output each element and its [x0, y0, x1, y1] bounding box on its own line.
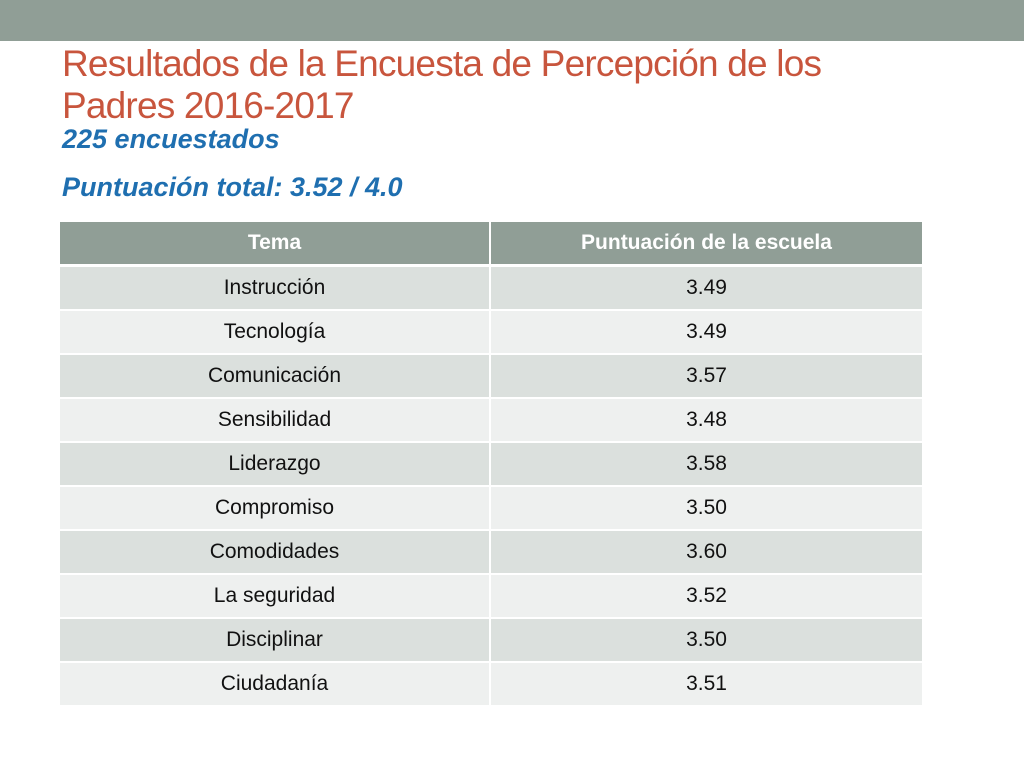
topic-cell: Comodidades	[60, 529, 490, 574]
score-cell: 3.58	[489, 441, 922, 486]
score-cell: 3.49	[489, 309, 922, 354]
header-school-score: Puntuación de la escuela	[489, 222, 922, 267]
slide-title: Resultados de la Encuesta de Percepción …	[62, 43, 822, 126]
score-cell: 3.50	[489, 485, 922, 530]
topic-cell: Ciudadanía	[60, 661, 490, 705]
table-row: Sensibilidad 3.48	[60, 397, 922, 442]
table-row: La seguridad 3.52	[60, 573, 922, 618]
score-cell: 3.48	[489, 397, 922, 442]
topic-cell: Tecnología	[60, 309, 490, 354]
topic-cell: Disciplinar	[60, 617, 490, 662]
topic-cell: Instrucción	[60, 264, 490, 310]
score-cell: 3.49	[489, 264, 922, 310]
score-cell: 3.52	[489, 573, 922, 618]
topic-cell: Comunicación	[60, 353, 490, 398]
table-row: Disciplinar 3.50	[60, 617, 922, 662]
table-row: Instrucción 3.49	[60, 264, 922, 310]
table-row: Comodidades 3.60	[60, 529, 922, 574]
table-row: Comunicación 3.57	[60, 353, 922, 398]
total-score: Puntuación total: 3.52 / 4.0	[62, 172, 403, 202]
table-header-row: Tema Puntuación de la escuela	[60, 222, 922, 267]
table-row: Ciudadanía 3.51	[60, 661, 922, 705]
score-cell: 3.57	[489, 353, 922, 398]
topic-cell: Compromiso	[60, 485, 490, 530]
score-cell: 3.60	[489, 529, 922, 574]
respondents-count: 225 encuestados	[62, 124, 280, 154]
top-decorative-band	[0, 0, 1024, 41]
table-row: Compromiso 3.50	[60, 485, 922, 530]
score-cell: 3.50	[489, 617, 922, 662]
score-cell: 3.51	[489, 661, 922, 705]
score-table: Tema Puntuación de la escuela Instrucció…	[60, 222, 922, 705]
topic-cell: La seguridad	[60, 573, 490, 618]
topic-cell: Sensibilidad	[60, 397, 490, 442]
table-row: Liderazgo 3.58	[60, 441, 922, 486]
header-topic: Tema	[60, 222, 490, 267]
table-row: Tecnología 3.49	[60, 309, 922, 354]
topic-cell: Liderazgo	[60, 441, 490, 486]
